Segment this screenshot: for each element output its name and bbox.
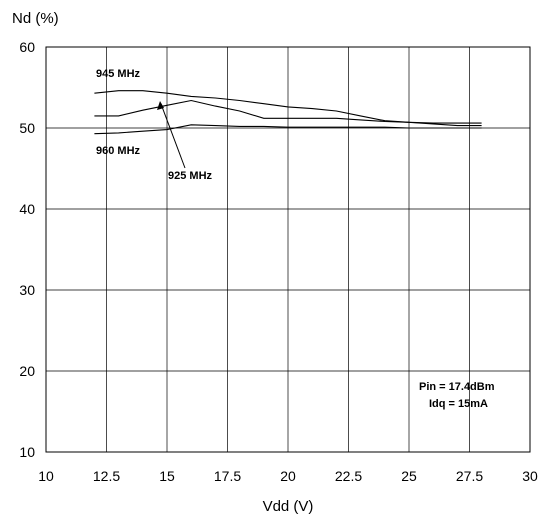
x-tick-label: 15 xyxy=(159,468,175,484)
y-tick-label: 30 xyxy=(19,282,35,298)
x-tick-label: 30 xyxy=(522,468,538,484)
y-tick-label: 40 xyxy=(19,201,35,217)
label-925-pointer xyxy=(160,103,186,169)
tick-labels: 10 12.5 15 17.5 20 22.5 25 27.5 30 10 20 30 40 50 60 xyxy=(19,39,538,484)
x-axis-title: Vdd (V) xyxy=(263,498,314,515)
y-axis-title: Nd (%) xyxy=(12,10,59,27)
x-tick-label: 20 xyxy=(280,468,296,484)
label-925-arrowhead xyxy=(157,101,164,110)
x-tick-label: 17.5 xyxy=(214,468,241,484)
label-925-mhz: 925 MHz xyxy=(168,170,213,182)
x-tick-label: 22.5 xyxy=(335,468,362,484)
x-tick-label: 10 xyxy=(38,468,54,484)
label-945-mhz: 945 MHz xyxy=(96,68,141,80)
y-tick-label: 60 xyxy=(19,39,35,55)
condition-idq: Idq = 15mA xyxy=(429,398,488,410)
x-tick-label: 27.5 xyxy=(456,468,483,484)
x-tick-label: 25 xyxy=(401,468,417,484)
plot-frame xyxy=(45,46,531,453)
y-tick-label: 20 xyxy=(19,363,35,379)
y-tick-label: 10 xyxy=(19,444,35,460)
gridlines xyxy=(46,47,530,452)
series-line-960-mhz xyxy=(94,124,482,135)
label-960-mhz: 960 MHz xyxy=(96,145,141,157)
y-tick-label: 50 xyxy=(19,120,35,136)
x-tick-label: 12.5 xyxy=(93,468,120,484)
condition-pin: Pin = 17.4dBm xyxy=(419,381,495,393)
